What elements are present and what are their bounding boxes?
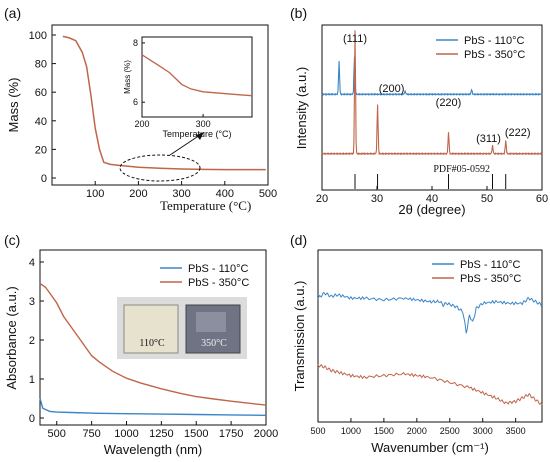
panel-c-legend-label-0: PbS - 110°C [188, 263, 249, 275]
panel-c-inset-photo: 110°C 350°C [117, 297, 247, 359]
panel-a-inset-xtick-label-1: 300 [196, 119, 211, 129]
panel-c-label: (c) [4, 232, 20, 248]
panel-c-xtick-label-3: 1250 [149, 428, 173, 440]
panel-a-arrowhead [196, 132, 204, 140]
panel-c-series-line-1 [39, 282, 267, 406]
panel-b: (b) 20 30 40 50 60 (111) (200) (220) (311) (222)… [290, 5, 548, 217]
panel-c-ylabel: Absorbance (a.u.) [4, 286, 19, 389]
panel-a-series-line [62, 35, 266, 171]
panel-d-xtick-label-0: 500 [310, 426, 325, 436]
panel-b-peak-label-4: (222) [505, 127, 531, 139]
panel-d-ylabel: Transmission (a.u.) [292, 281, 307, 392]
panel-b-peak-label-2: (220) [436, 97, 462, 109]
panel-a-label: (a) [4, 5, 21, 21]
panel-a-inset-frame [141, 36, 253, 118]
panel-b-peak-label-3: (311) [476, 133, 501, 145]
panel-a-xtick-label-4: 500 [259, 188, 277, 200]
panel-b-xtick-label-0: 20 [316, 193, 328, 205]
panel-d-xtick-label-5: 3000 [473, 426, 493, 436]
panel-a-xtick-label-3: 400 [216, 188, 234, 200]
panel-a-inset-ytick-label-1: 8 [133, 38, 138, 48]
panel-d-legend-label-0: PbS - 110°C [460, 259, 521, 271]
panel-c-xtick-label-1: 750 [82, 428, 100, 440]
panel-c-photo-label-350: 350°C [201, 338, 227, 349]
panel-b-legend-label-0: PbS - 110°C [464, 35, 525, 47]
panel-d-xlabel: Wavenumber (cm⁻¹) [371, 440, 489, 455]
panel-a-xtick-label-2: 300 [172, 188, 190, 200]
panel-b-legend-label-1: PbS - 350°C [464, 49, 525, 61]
panel-d-xtick-label-6: 3500 [506, 426, 526, 436]
panel-a-ytick-label-0: 0 [41, 173, 47, 185]
panel-c-xtick-label-6: 2000 [254, 428, 278, 440]
panel-c-photo-110 [123, 304, 179, 354]
panel-c-xtick-label-5: 1750 [219, 428, 243, 440]
panel-a-inset-xtick-label-0: 200 [134, 119, 149, 129]
panel-a-ylabel: Mass (%) [6, 78, 21, 133]
panel-a-arrow [169, 134, 201, 156]
panel-c-ytick-label-1: 1 [29, 374, 35, 386]
panel-a-inset-line [141, 54, 253, 97]
panel-b-peak-label-1: (200) [379, 83, 405, 95]
panel-d-series-line-1 [317, 363, 543, 405]
panel-b-xtick-label-3: 50 [481, 193, 493, 205]
panel-b-series-line-1 [321, 30, 543, 156]
panel-c-ytick-label-3: 3 [29, 296, 35, 308]
panel-b-xtick-label-1: 30 [371, 193, 383, 205]
panel-b-peak-label-0: (111) [343, 33, 367, 45]
panel-a-xtick-label-1: 200 [129, 188, 147, 200]
panel-d-xtick-label-3: 2000 [407, 426, 427, 436]
panel-c-plot-frame [39, 249, 267, 426]
panel-b-xlabel: 2θ (degree) [398, 202, 465, 217]
panel-a-inset-xlabel: Temperature (°C) [162, 129, 231, 139]
panel-b-reference-label: PDF#05-0592 [433, 164, 490, 175]
panel-a-ytick-label-5: 100 [29, 30, 47, 42]
panel-d-plot-frame [317, 249, 543, 423]
panel-a-ellipse [119, 154, 201, 182]
panel-d-series-line-0 [317, 291, 543, 334]
panel-b-xtick-label-4: 60 [536, 193, 548, 205]
panel-d: (d) 500 1000 1500 2000 2500 3000 3500 PbS - 11… [290, 232, 543, 455]
panel-c-photo-350-reflection [196, 312, 226, 332]
panel-a-xtick-label-0: 100 [86, 188, 104, 200]
panel-c-series-line-0 [39, 398, 267, 416]
panel-c-xtick-label-2: 1000 [114, 428, 138, 440]
panel-c-xtick-label-0: 500 [48, 428, 66, 440]
panel-c: (c) 500 750 1000 1250 1500 1750 2000 0 1 2 3 4 PbS… [4, 232, 278, 457]
panel-c-legend-label-1: PbS - 350°C [188, 277, 249, 289]
panel-a-inset-ytick-label-0: 6 [133, 97, 138, 107]
panel-a-xlabel: Temperature (°C) [160, 198, 251, 213]
panel-c-ytick-label-0: 0 [29, 413, 35, 425]
panel-a-plot-frame [51, 24, 269, 186]
panel-c-xlabel: Wavelength (nm) [104, 442, 203, 457]
panel-b-series-line-0 [321, 56, 543, 97]
panel-a: (a) 100 200 300 400 500 0 20 40 60 80 100 200 300 6… [4, 5, 277, 213]
panel-d-legend-label-1: PbS - 350°C [460, 273, 521, 285]
panel-c-xtick-label-4: 1500 [184, 428, 208, 440]
panel-a-inset-ylabel: Mass (%) [123, 60, 132, 94]
panel-c-ytick-label-4: 4 [29, 257, 35, 269]
panel-d-label: (d) [290, 232, 307, 248]
panel-b-xtick-label-2: 40 [426, 193, 438, 205]
panel-b-label: (b) [290, 5, 307, 21]
panel-a-ytick-label-4: 80 [35, 59, 47, 71]
panel-a-ytick-label-3: 60 [35, 87, 47, 99]
panel-d-xtick-label-4: 2500 [440, 426, 460, 436]
panel-c-ytick-label-2: 2 [29, 335, 35, 347]
panel-d-xtick-label-1: 1000 [341, 426, 361, 436]
panel-a-ytick-label-1: 20 [35, 144, 47, 156]
panel-b-ylabel: Intensity (a.u.) [294, 67, 309, 149]
panel-a-ytick-label-2: 40 [35, 116, 47, 128]
panel-d-xtick-label-2: 1500 [374, 426, 394, 436]
panel-c-photo-label-110: 110°C [139, 338, 165, 349]
